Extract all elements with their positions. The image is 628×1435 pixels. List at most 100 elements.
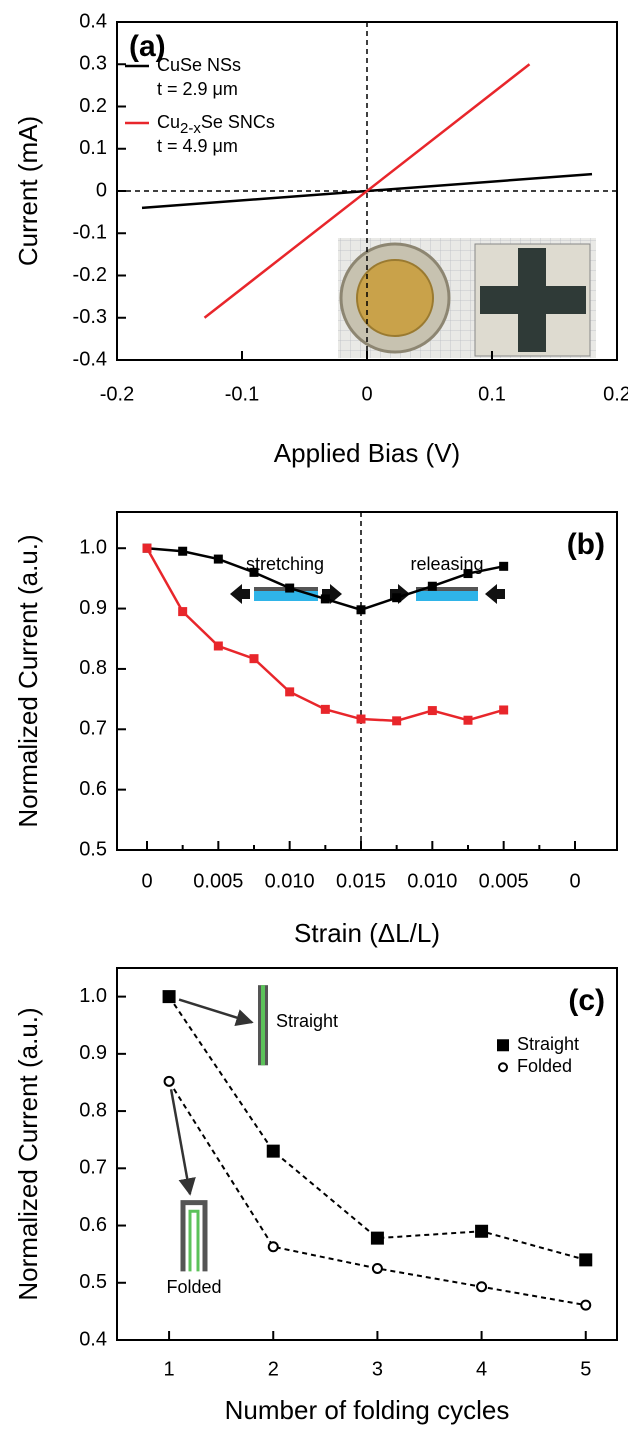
marker bbox=[162, 990, 176, 1004]
y-tick-label: 0.7 bbox=[79, 1157, 107, 1179]
annotation: releasing bbox=[410, 554, 483, 574]
panel-label: (a) bbox=[129, 30, 166, 63]
marker bbox=[392, 593, 402, 603]
marker bbox=[499, 705, 509, 715]
plot-frame bbox=[116, 967, 618, 1341]
y-tick-label: 0.3 bbox=[79, 53, 107, 75]
marker bbox=[213, 554, 223, 564]
marker bbox=[498, 1062, 508, 1073]
y-tick-label: 0.7 bbox=[79, 718, 107, 740]
inset-photo bbox=[338, 238, 596, 358]
marker bbox=[285, 687, 295, 697]
marker bbox=[499, 561, 509, 571]
series-line bbox=[203, 63, 531, 319]
arrow bbox=[178, 998, 254, 1027]
marker bbox=[475, 1224, 489, 1238]
arrow-icon bbox=[230, 584, 250, 604]
x-tick-label: 0 bbox=[141, 870, 152, 892]
legend-label: Folded bbox=[517, 1056, 572, 1076]
y-tick-label: 0.9 bbox=[79, 597, 107, 619]
x-tick-label: 0.015 bbox=[336, 870, 386, 892]
legend-subtitle: t = 4.9 μm bbox=[157, 136, 238, 156]
marker bbox=[497, 1039, 509, 1052]
plot-frame bbox=[116, 511, 618, 851]
marker bbox=[249, 654, 259, 664]
y-tick-label: 0.2 bbox=[79, 95, 107, 117]
y-axis-label: Normalized Current (a.u.) bbox=[13, 534, 43, 827]
marker bbox=[178, 546, 188, 556]
x-tick-label: 0.005 bbox=[193, 870, 243, 892]
annotation: Folded bbox=[166, 1277, 221, 1297]
y-tick-label: 0 bbox=[96, 179, 107, 201]
straight-icon-inner bbox=[261, 985, 265, 1066]
legend-label: CuSe NSs bbox=[157, 55, 241, 75]
marker bbox=[163, 1075, 175, 1087]
x-tick-label: 3 bbox=[372, 1358, 383, 1380]
series-line bbox=[168, 996, 587, 1261]
marker bbox=[249, 567, 259, 577]
y-axis-label: Current (mA) bbox=[13, 116, 43, 266]
x-tick-label: 4 bbox=[476, 1358, 487, 1380]
x-tick-label: 5 bbox=[580, 1358, 591, 1380]
marker bbox=[267, 1241, 279, 1253]
marker bbox=[178, 607, 188, 617]
text-part: 2-x bbox=[180, 120, 201, 137]
strip bbox=[416, 591, 478, 601]
marker bbox=[370, 1231, 384, 1245]
marker bbox=[213, 641, 223, 651]
x-tick-label: -0.2 bbox=[100, 383, 134, 405]
text-part: Cu bbox=[157, 112, 180, 132]
device-cross-h bbox=[480, 286, 586, 314]
marker bbox=[371, 1262, 383, 1274]
y-tick-label: 0.6 bbox=[79, 778, 107, 800]
y-tick-label: 0.1 bbox=[79, 137, 107, 159]
text-part: Se SNCs bbox=[201, 112, 275, 132]
coin-center bbox=[356, 259, 434, 337]
x-tick-label: 0 bbox=[569, 870, 580, 892]
y-axis-label: Normalized Current (a.u.) bbox=[13, 1007, 43, 1300]
legend-label: Straight bbox=[517, 1034, 579, 1054]
plot-frame bbox=[116, 21, 618, 361]
folded-icon-inner bbox=[188, 1209, 200, 1272]
annotation: stretching bbox=[246, 554, 324, 574]
y-tick-label: 0.4 bbox=[79, 1328, 107, 1350]
x-tick-label: 0 bbox=[361, 383, 372, 405]
marker bbox=[580, 1299, 592, 1311]
arrow-icon bbox=[485, 584, 505, 604]
marker bbox=[579, 1253, 593, 1267]
x-tick-label: 0.1 bbox=[478, 383, 506, 405]
y-tick-label: 0.8 bbox=[79, 657, 107, 679]
y-tick-label: 0.8 bbox=[79, 1099, 107, 1121]
marker bbox=[142, 543, 152, 553]
arrow bbox=[169, 1089, 196, 1196]
marker bbox=[476, 1281, 488, 1293]
marker bbox=[320, 594, 330, 604]
x-tick-label: 0.005 bbox=[479, 870, 529, 892]
marker bbox=[320, 704, 330, 714]
marker bbox=[427, 706, 437, 716]
x-axis-label: Number of folding cycles bbox=[225, 1395, 510, 1425]
marker bbox=[356, 605, 366, 615]
y-tick-label: 1.0 bbox=[79, 536, 107, 558]
panel-label: (b) bbox=[567, 528, 605, 561]
marker bbox=[392, 716, 402, 726]
y-tick-label: -0.2 bbox=[73, 264, 107, 286]
y-tick-label: 0.4 bbox=[79, 10, 107, 32]
marker bbox=[463, 569, 473, 579]
x-tick-label: 0.010 bbox=[265, 870, 315, 892]
x-tick-label: 0.010 bbox=[407, 870, 457, 892]
series-line bbox=[145, 547, 505, 723]
folded-icon bbox=[180, 1200, 208, 1272]
marker bbox=[356, 714, 366, 724]
y-tick-label: -0.1 bbox=[73, 222, 107, 244]
marker bbox=[463, 715, 473, 725]
y-tick-label: 0.9 bbox=[79, 1042, 107, 1064]
marker bbox=[266, 1144, 280, 1158]
y-tick-label: -0.3 bbox=[73, 306, 107, 328]
annotation: Straight bbox=[276, 1011, 338, 1031]
y-tick-label: -0.4 bbox=[73, 348, 107, 370]
legend-label: Cu2-xSe SNCs bbox=[157, 112, 275, 137]
y-tick-label: 0.6 bbox=[79, 1214, 107, 1236]
x-tick-label: 2 bbox=[268, 1358, 279, 1380]
